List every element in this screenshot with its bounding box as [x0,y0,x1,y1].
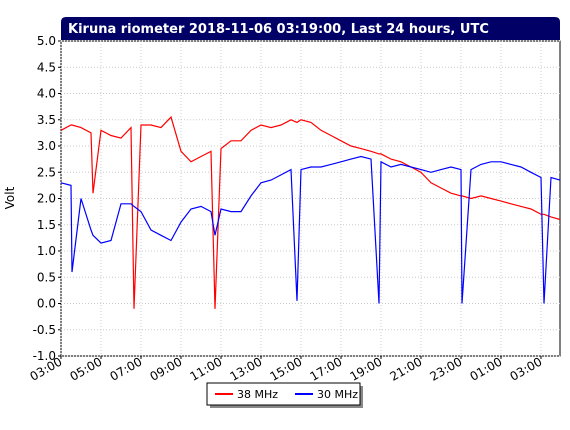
x-tick-label: 11:00 [188,354,225,383]
x-tick-label: 19:00 [348,354,385,383]
legend [206,382,361,406]
x-tick-label: 15:00 [268,354,305,383]
x-tick-label: 05:00 [68,354,105,383]
data-line [60,155,561,304]
x-tick-label: 17:00 [308,354,345,383]
y-tick-label: 0.0 [37,297,56,311]
y-tick-label: 1.5 [37,218,56,232]
chart-title: Kiruna riometer 2018-11-06 03:19:00, Las… [68,22,489,37]
y-tick-label: 3.5 [37,113,56,127]
y-tick-label: 2.5 [37,165,56,179]
y-axis-label: Volt [3,186,17,209]
x-tick-label: 03:00 [508,354,545,383]
y-tick-label: 4.5 [37,60,56,74]
x-tick-label: 01:00 [468,354,505,383]
y-tick-label: -1.0 [33,349,56,363]
y-tick-label: 1.0 [37,244,56,258]
x-tick-label: 13:00 [228,354,265,383]
y-tick-label: 5.0 [37,34,56,48]
y-tick-label: -0.5 [33,323,56,337]
data-line [60,115,561,309]
y-tick-label: 4.0 [37,87,56,101]
y-tick-label: 2.0 [37,192,56,206]
x-tick-label: 09:00 [148,354,185,383]
y-tick-label: 3.0 [37,139,56,153]
legend-label: 38 MHz [237,388,278,401]
x-tick-label: 21:00 [388,354,425,383]
title-bar [61,17,560,40]
x-tick-label: 23:00 [428,354,465,383]
y-tick-label: 0.5 [37,270,56,284]
x-tick-label: 07:00 [108,354,145,383]
legend-label: 30 MHz [317,388,358,401]
